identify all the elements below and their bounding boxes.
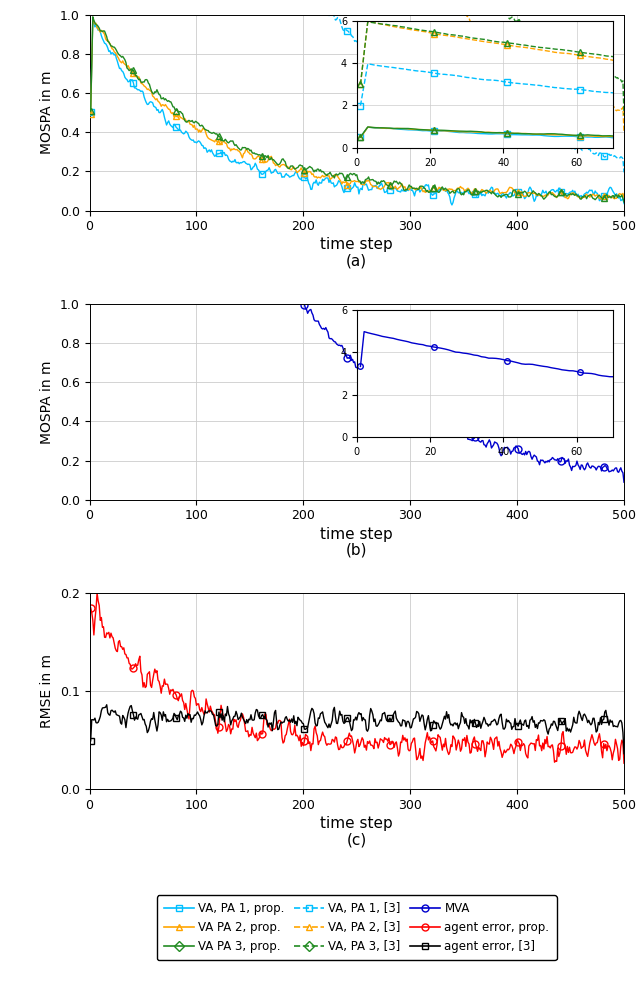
Legend: VA, PA 1, prop., VA PA 2, prop., VA PA 3, prop., VA, PA 1, [3], VA, PA 2, [3], V: VA, PA 1, prop., VA PA 2, prop., VA PA 3… [157, 896, 557, 960]
X-axis label: time step: time step [321, 238, 393, 253]
Y-axis label: RMSE in m: RMSE in m [40, 654, 54, 728]
X-axis label: time step: time step [321, 816, 393, 831]
Y-axis label: MOSPA in m: MOSPA in m [40, 360, 54, 443]
Y-axis label: MOSPA in m: MOSPA in m [40, 71, 54, 154]
Text: (a): (a) [346, 254, 367, 268]
Text: (c): (c) [347, 832, 367, 847]
Text: (b): (b) [346, 543, 367, 558]
X-axis label: time step: time step [321, 527, 393, 542]
